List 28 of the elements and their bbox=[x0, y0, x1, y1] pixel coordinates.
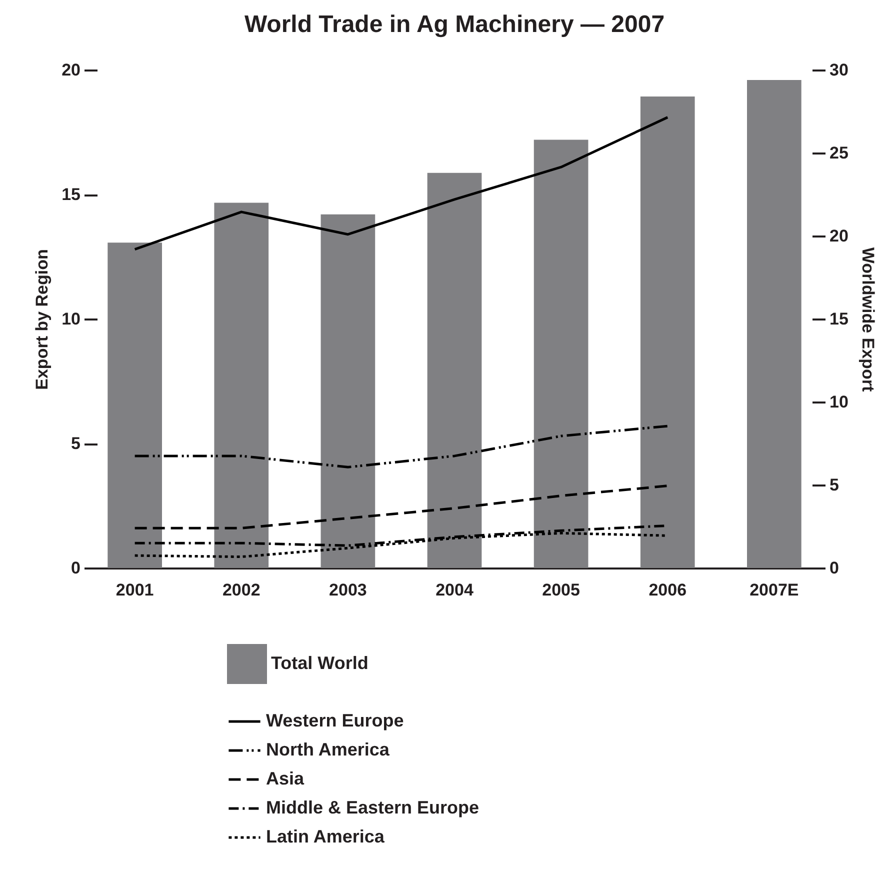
y2-tick-label: 5 bbox=[830, 476, 839, 494]
chart-title: World Trade in Ag Machinery — 2007 bbox=[244, 11, 665, 38]
y2-tick-label: 10 bbox=[830, 392, 848, 412]
legend-label: Middle & Eastern Europe bbox=[266, 798, 480, 818]
x-tick-label: 2003 bbox=[329, 580, 367, 600]
y-tick-label: 20 bbox=[62, 60, 80, 80]
y-axis-title: Export by Region bbox=[32, 249, 52, 390]
y-tick-label: 15 bbox=[62, 185, 80, 204]
y-tick-label: 0 bbox=[71, 558, 80, 578]
y2-tick-label: 20 bbox=[830, 226, 848, 246]
y-tick-label: 5 bbox=[71, 434, 80, 453]
x-tick-label: 2005 bbox=[542, 580, 580, 600]
y-tick-label: 10 bbox=[62, 310, 80, 328]
x-tick-label: 2004 bbox=[436, 580, 474, 600]
legend-label: Western Europe bbox=[266, 710, 404, 730]
y2-axis-title: Worldwide Export bbox=[858, 247, 878, 392]
x-tick-label: 2007E bbox=[750, 580, 799, 600]
legend-label: Asia bbox=[266, 768, 306, 788]
y2-tick-label: 15 bbox=[830, 310, 848, 328]
x-tick-label: 2006 bbox=[648, 580, 687, 600]
y2-tick-label: 25 bbox=[830, 144, 848, 162]
legend-label: North America bbox=[266, 740, 390, 760]
legend-label: Latin America bbox=[266, 826, 386, 846]
x-tick-label: 2002 bbox=[222, 580, 260, 600]
y2-tick-label: 0 bbox=[830, 558, 839, 578]
y2-tick-label: 30 bbox=[830, 60, 848, 80]
x-tick-label: 2001 bbox=[116, 580, 154, 600]
legend-label: Total World bbox=[271, 653, 368, 673]
